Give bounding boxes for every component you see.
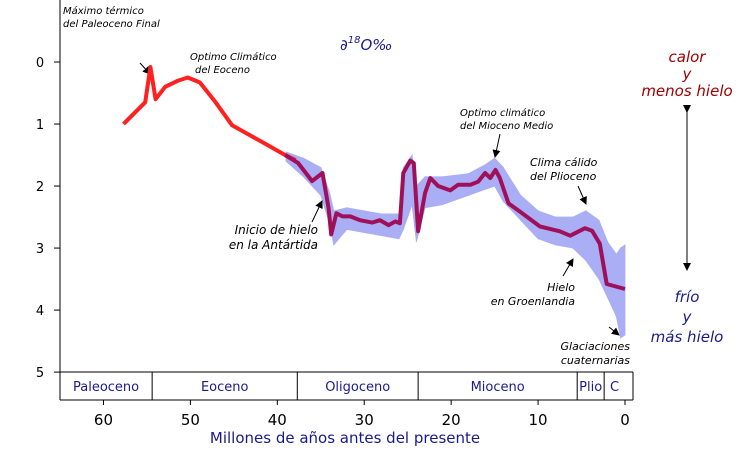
x-tick-label: 50 [181, 411, 200, 429]
y-tick-label: 2 [36, 180, 44, 195]
band-segment [620, 244, 626, 339]
x-tick-label: 20 [442, 411, 461, 429]
x-axis-label: Millones de años antes del presente [210, 429, 480, 447]
band-segment [615, 246, 622, 339]
y-tick-label: 4 [36, 304, 44, 319]
y-tick-label: 0 [36, 56, 44, 71]
y-tick-label: 1 [36, 118, 44, 133]
y-tick-label: 5 [36, 366, 44, 381]
x-tick-label: 60 [94, 411, 113, 429]
annotation: del Eoceno [195, 65, 250, 76]
arrow [577, 185, 587, 205]
arrow [311, 200, 323, 223]
annotation: Inicio de hielo [235, 223, 318, 237]
cold-label: más hielo [651, 328, 724, 346]
y-label-prefix: ∂ [340, 36, 348, 54]
band-segment [585, 210, 600, 281]
band-segment [607, 240, 617, 317]
epoch-label: Paleoceno [73, 380, 139, 395]
epoch-label: Oligoceno [325, 380, 390, 395]
annotation: Glaciaciones [561, 340, 631, 353]
arrow [562, 258, 574, 277]
annotation: del Plioceno [530, 170, 597, 183]
x-tick-label: 0 [620, 411, 630, 429]
epoch-label: Eoceno [201, 380, 249, 395]
annotation: Optimo climático [460, 107, 545, 119]
annotation: Optimo Climático [190, 51, 277, 63]
warm-label: menos hielo [641, 82, 732, 100]
annotation: Máximo térmico [63, 5, 144, 17]
epoch-label: Plio [579, 380, 602, 395]
y-tick-label: 3 [36, 242, 44, 257]
data-line [284, 153, 626, 291]
arrow [492, 133, 501, 158]
annotation: en Groenlandia [491, 295, 576, 308]
epoch-label: C [610, 380, 619, 395]
x-tick-label: 30 [355, 411, 374, 429]
annotation: en la Antártida [229, 238, 318, 252]
cold-label: y [682, 308, 693, 326]
band-segment [572, 210, 587, 262]
annotation: del Paleoceno Final [63, 19, 160, 30]
arrow [608, 326, 620, 336]
annotation: Hielo [547, 281, 575, 294]
epoch-label: Mioceno [471, 380, 525, 395]
x-tick-label: 10 [529, 411, 548, 429]
x-tick-label: 40 [268, 411, 287, 429]
annotation: cuaternarias [561, 354, 630, 367]
y-label-suffix: O‰ [361, 36, 393, 54]
cold-label: frío [675, 288, 700, 306]
annotation-arrows [139, 62, 691, 336]
y-axis-label: ∂18O‰ [340, 35, 393, 54]
warm-label: calor [669, 48, 707, 66]
y-label-sup: 18 [348, 35, 361, 46]
warm-label: y [682, 65, 693, 83]
data-line [122, 65, 297, 162]
annotation: del Mioceno Medio [460, 121, 553, 132]
annotation: Clima cálido [530, 156, 598, 169]
